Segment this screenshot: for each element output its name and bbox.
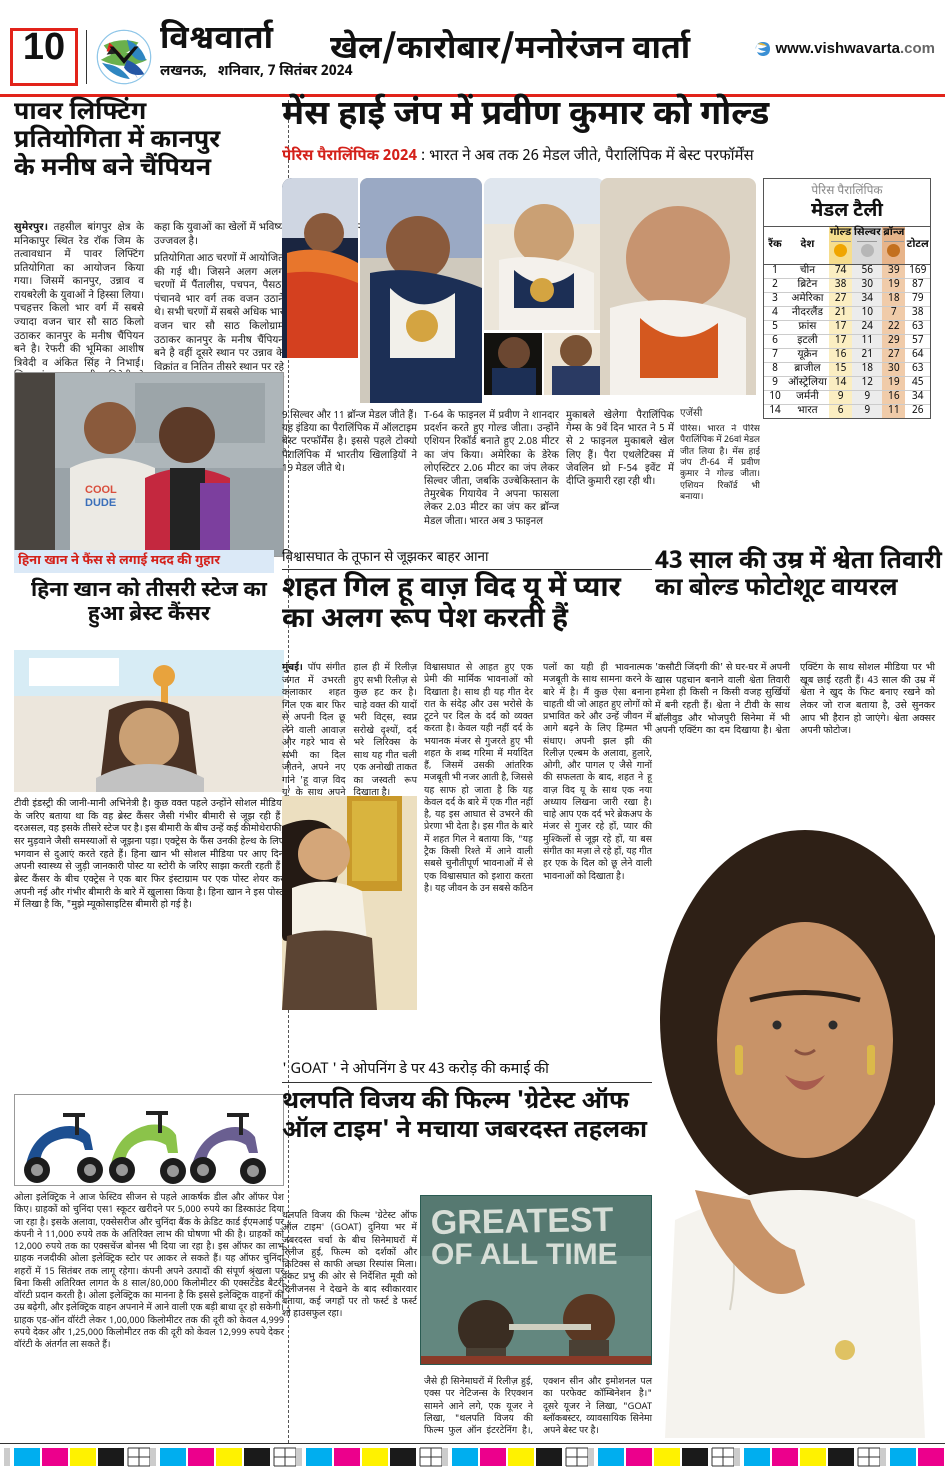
svg-text:OF ALL TIME: OF ALL TIME [431,1238,618,1271]
svg-text:GREATEST: GREATEST [430,1201,613,1242]
svg-text:DUDE: DUDE [85,497,116,509]
svg-text:COOL: COOL [85,484,117,496]
